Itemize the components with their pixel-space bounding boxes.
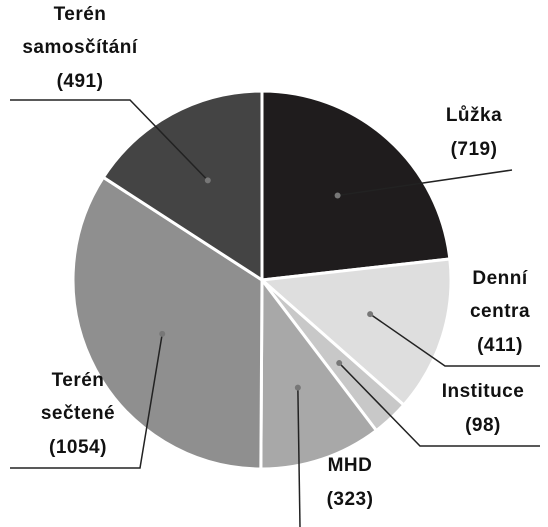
slice-label: Instituce <box>442 381 525 402</box>
leader-line <box>337 169 513 197</box>
leader-dot <box>159 330 166 337</box>
leader-dot <box>367 311 374 318</box>
slice-value-label: (98) <box>465 415 501 436</box>
slice-value-label: (491) <box>57 71 104 92</box>
leader-line <box>10 99 209 181</box>
slice-label: Denní centra <box>470 268 530 322</box>
pie-slice <box>101 89 264 283</box>
slice-value-label: (323) <box>327 489 374 510</box>
leader-dot <box>204 177 211 184</box>
leader-line <box>10 333 163 469</box>
slice-label: Terén sečtené <box>41 370 115 424</box>
leader-line <box>297 387 301 527</box>
leader-line <box>338 362 540 447</box>
slice-value-label: (411) <box>477 335 523 356</box>
leader-dot <box>334 192 341 199</box>
slice-value-label: (1054) <box>49 437 107 458</box>
slice-label: MHD <box>328 455 373 476</box>
pie-slice <box>260 89 452 282</box>
leader-line <box>369 313 540 367</box>
pie-slice <box>258 257 453 408</box>
leader-dot <box>336 360 343 367</box>
slice-label: Lůžka <box>446 105 502 126</box>
leader-dot <box>294 384 301 391</box>
pie-slice <box>259 275 379 471</box>
slice-value-label: (719) <box>451 139 498 160</box>
slice-label: Terén samosčítání <box>22 4 138 58</box>
